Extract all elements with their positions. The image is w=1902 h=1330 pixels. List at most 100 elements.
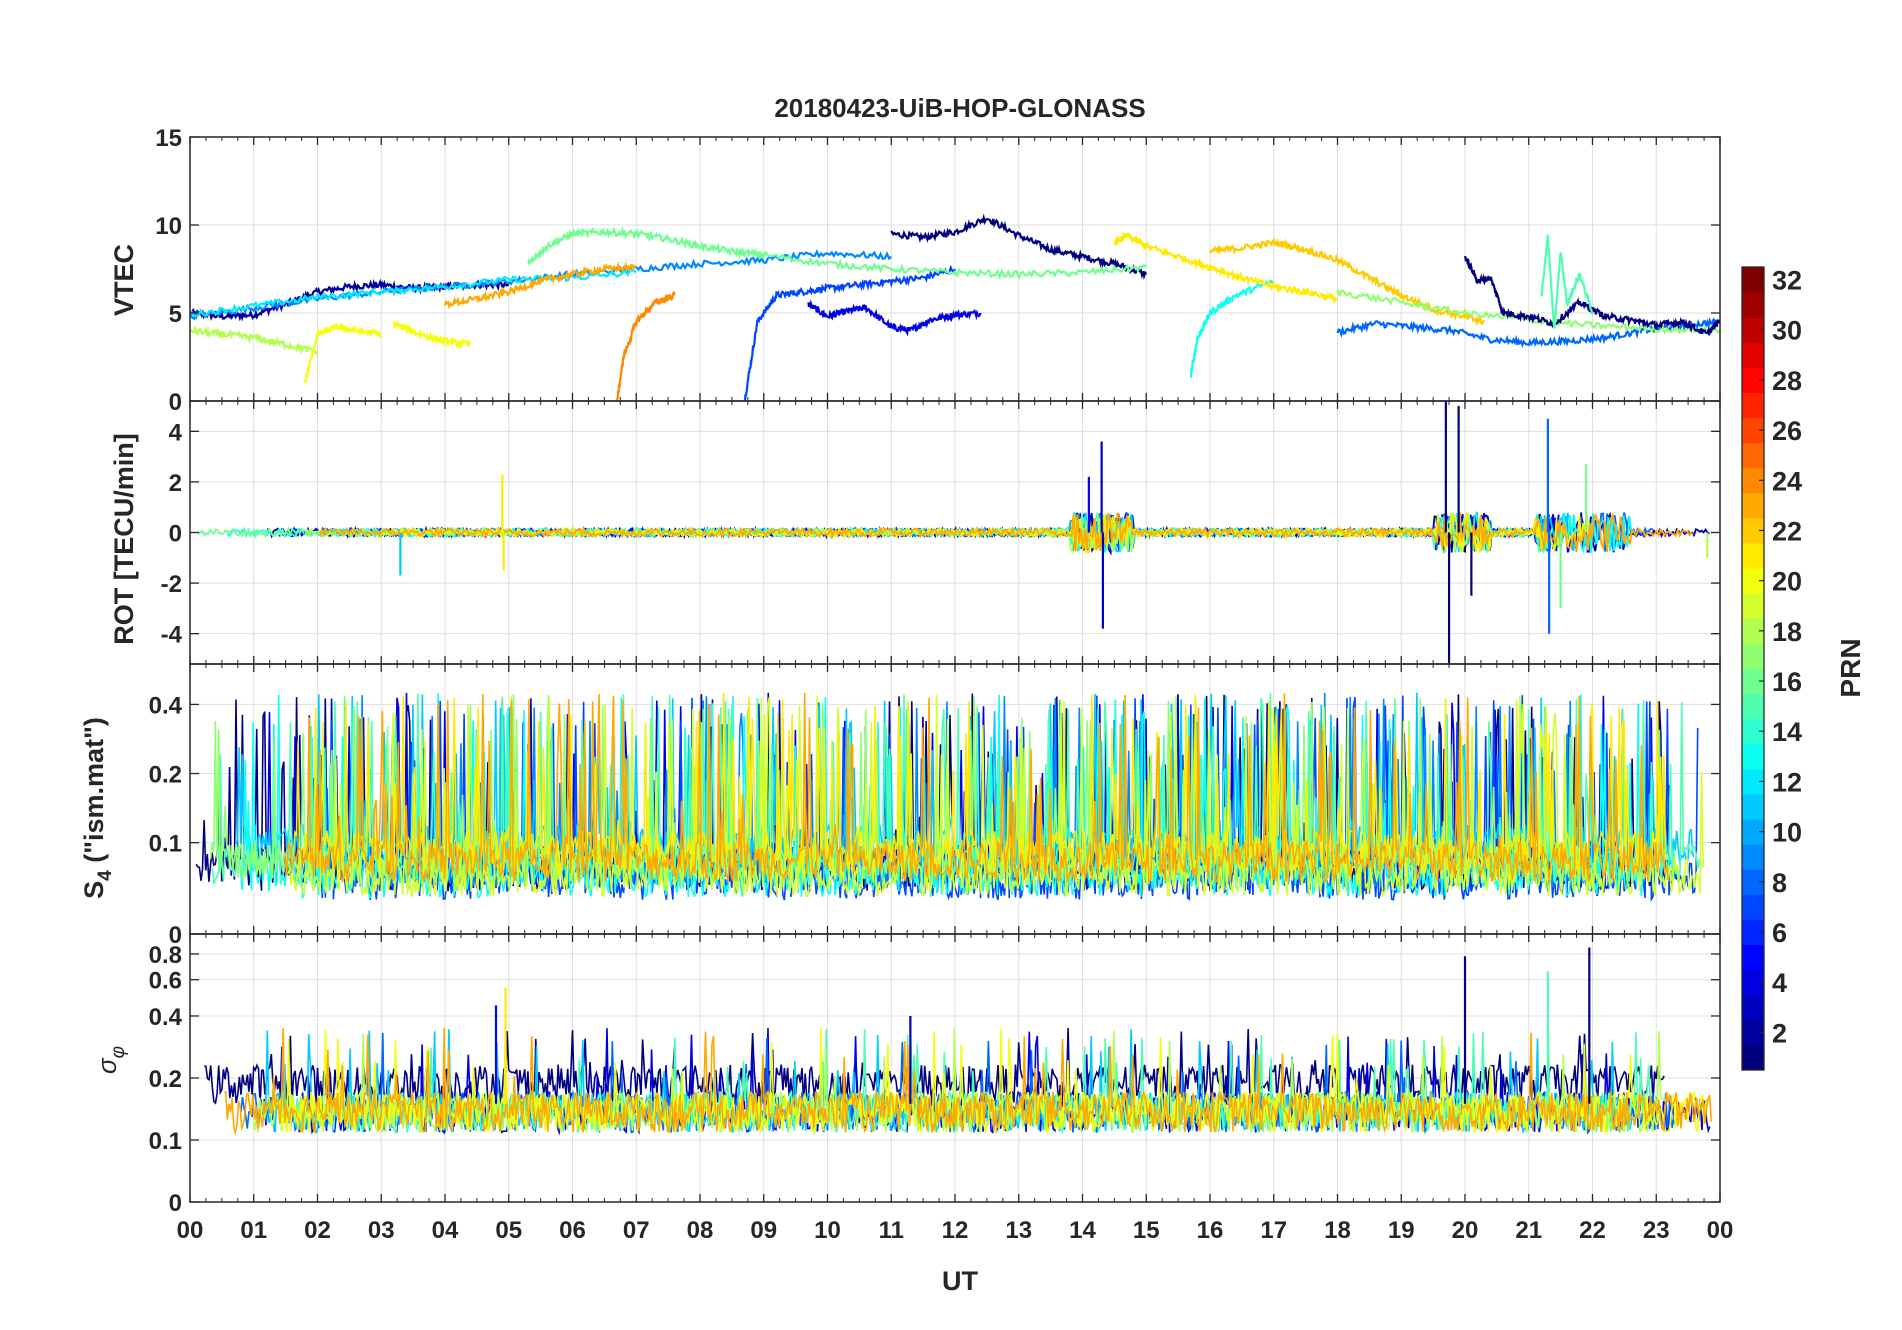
vtec-series-prn-1 xyxy=(1463,256,1720,336)
vtec-series-prn-18 xyxy=(190,324,319,356)
colorbar-tick-label: 18 xyxy=(1772,617,1802,647)
colorbar-segment xyxy=(1742,994,1764,1021)
data-lines xyxy=(197,401,1710,664)
colorbar-segment xyxy=(1742,392,1764,419)
x-tick-label: 06 xyxy=(559,1217,586,1244)
y-tick-label: 0.8 xyxy=(149,942,182,969)
y-tick-label: 0.4 xyxy=(149,692,183,719)
s4-ylabel: S4 ("ism.mat") xyxy=(79,717,116,899)
sigma-phi-series-prn-20 xyxy=(270,1027,1708,1135)
sigma-phi-ylabel-sub: φ xyxy=(108,1046,129,1058)
s4-ylabel-sub: 4 xyxy=(95,870,116,881)
colorbar-segment xyxy=(1742,568,1764,594)
colorbar-segment xyxy=(1742,317,1764,343)
vtec-series-prn-20 xyxy=(304,321,382,384)
colorbar-segment xyxy=(1742,517,1764,544)
x-tick-label: 13 xyxy=(1005,1217,1032,1244)
colorbar-segment xyxy=(1742,618,1764,644)
data-lines xyxy=(204,947,1712,1136)
vtec-series-prn-20 xyxy=(392,319,471,350)
colorbar-segment xyxy=(1742,668,1764,695)
y-tick-label: 0.1 xyxy=(149,831,182,858)
colorbar-segment xyxy=(1742,793,1764,820)
x-tick-label: 10 xyxy=(814,1217,841,1244)
rot-ylabel: ROT [TECU/min] xyxy=(109,433,139,644)
x-tick-label: 15 xyxy=(1133,1217,1160,1244)
colorbar-segment xyxy=(1742,869,1764,895)
y-tick-label: 0.4 xyxy=(149,1004,183,1031)
x-tick-label: 16 xyxy=(1197,1217,1224,1244)
vtec-series-prn-21 xyxy=(1113,231,1338,305)
sigma-phi-ylabel: σφ xyxy=(92,1046,129,1074)
rot-series-prn-23 xyxy=(319,512,1694,553)
data-lines xyxy=(195,692,1704,903)
colorbar-segment xyxy=(1742,844,1764,870)
x-tick-label: 17 xyxy=(1260,1217,1287,1244)
x-tick-labels: 00 01 02 03 04 05 06 07 08 09 10 11 12 13 14 15 16 17 18 19… xyxy=(177,1217,1734,1244)
x-tick-label: 18 xyxy=(1324,1217,1351,1244)
y-tick-label: 0 xyxy=(169,922,182,949)
colorbar-segment xyxy=(1742,367,1764,393)
vtec-ylabel: VTEC xyxy=(109,244,139,316)
data-lines xyxy=(190,213,1720,401)
x-tick-label: 04 xyxy=(432,1217,459,1244)
y-tick-label: 5 xyxy=(169,301,182,328)
colorbar-segment xyxy=(1742,643,1764,669)
colorbar-tick-label: 28 xyxy=(1772,366,1802,396)
y-tick-label: 15 xyxy=(155,125,182,152)
x-tick-label: 02 xyxy=(304,1217,331,1244)
vtec-series-prn-4 xyxy=(807,299,982,337)
figure-title: 20180423-UiB-HOP-GLONASS xyxy=(774,93,1145,123)
colorbar-tick-label: 6 xyxy=(1772,918,1787,948)
colorbar-segment xyxy=(1742,693,1764,720)
s4-ylabel-rest: ("ism.mat") xyxy=(79,717,109,870)
y-tick-label: 0 xyxy=(169,521,182,548)
colorbar-segment xyxy=(1742,718,1764,745)
colorbar-segment xyxy=(1742,342,1764,368)
x-tick-label: 00 xyxy=(1707,1217,1734,1244)
colorbar-segment xyxy=(1742,894,1764,920)
vtec-series-prn-22 xyxy=(1209,237,1485,327)
colorbar-segment xyxy=(1742,543,1764,569)
y-tick-label: 0.1 xyxy=(149,1128,182,1155)
colorbar-segment xyxy=(1742,743,1764,770)
vtec-series-prn-1 xyxy=(890,213,1148,281)
colorbar-segment xyxy=(1742,1044,1764,1071)
sigma-phi-ylabel-main: σ xyxy=(92,1057,122,1074)
sigma-phi-series-prn-23 xyxy=(224,1027,1712,1136)
x-tick-label: 00 xyxy=(177,1217,204,1244)
colorbar-tick-label: 30 xyxy=(1772,316,1802,346)
rot-panel: -4 -2 0 2 4 xyxy=(161,400,1721,665)
colorbar-tick-label: 12 xyxy=(1772,767,1802,797)
s4-ylabel-main: S xyxy=(79,881,109,899)
colorbar-segment xyxy=(1742,593,1764,619)
x-tick-label: 19 xyxy=(1388,1217,1415,1244)
x-tick-label: 01 xyxy=(240,1217,267,1244)
colorbar-segment xyxy=(1742,919,1764,946)
colorbar-tick-label: 4 xyxy=(1772,968,1787,998)
colorbar-segment xyxy=(1742,292,1764,318)
colorbar-tick-label: 24 xyxy=(1772,466,1802,496)
colorbar-tick-label: 20 xyxy=(1772,567,1802,597)
vtec-series-prn-24 xyxy=(616,290,676,401)
x-tick-label: 20 xyxy=(1452,1217,1479,1244)
x-tick-label: 08 xyxy=(687,1217,714,1244)
colorbar-segment xyxy=(1742,1019,1764,1046)
y-tick-label: 4 xyxy=(169,419,183,446)
y-tick-label: 0.6 xyxy=(149,968,182,995)
colorbar-tick-label: 10 xyxy=(1772,818,1802,848)
y-tick-label: 0 xyxy=(169,389,182,416)
x-tick-label: 21 xyxy=(1515,1217,1542,1244)
y-tick-label: 0.2 xyxy=(149,1066,182,1093)
sigma-phi-panel: 0 0.1 0.2 0.4 0.60.8 xyxy=(149,933,1721,1217)
colorbar-segment xyxy=(1742,267,1764,293)
colorbar-tick-label: 14 xyxy=(1772,717,1802,747)
colorbar-segment xyxy=(1742,969,1764,996)
y-tick-label: 0 xyxy=(169,1190,182,1217)
colorbar-tick-label: 22 xyxy=(1772,516,1802,546)
x-tick-label: 12 xyxy=(942,1217,969,1244)
y-tick-label: 2 xyxy=(169,470,182,497)
vtec-series-prn-7 xyxy=(743,264,957,401)
